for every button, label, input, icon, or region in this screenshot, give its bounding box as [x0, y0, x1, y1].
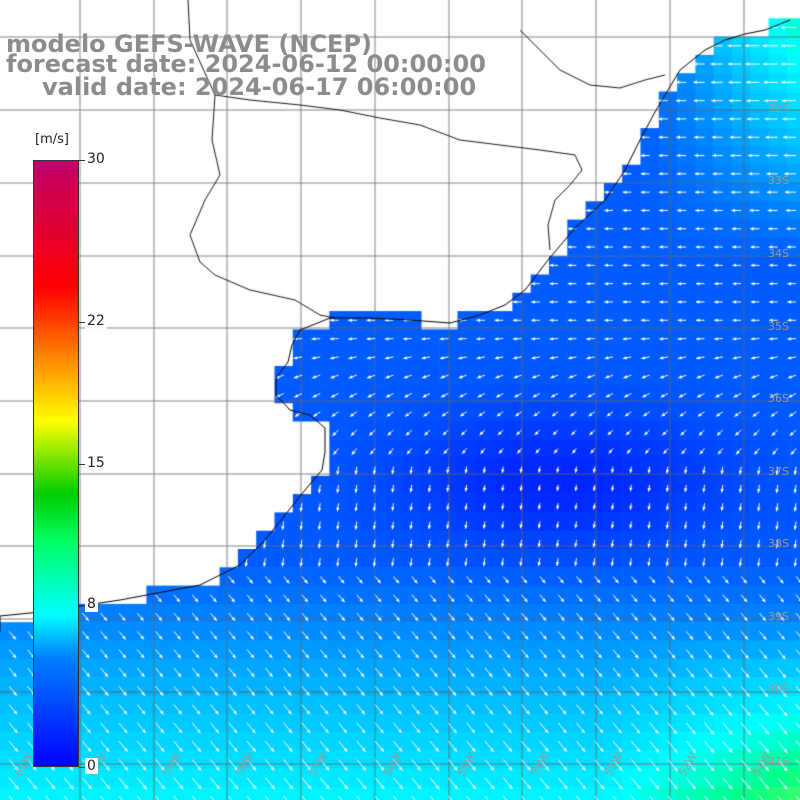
colorbar-unit: [m/s]	[33, 132, 71, 147]
latitude-label: 38S	[768, 537, 789, 550]
colorbar-tick-label: 15	[85, 454, 107, 471]
latitude-label: 39S	[768, 610, 789, 623]
colorbar-tick-label: 30	[85, 151, 107, 167]
latitude-label: 36S	[768, 392, 789, 405]
latitude-label: 35S	[768, 320, 789, 333]
latitude-label: 34S	[768, 247, 789, 260]
title-model: modelo GEFS-WAVE (NCEP)	[6, 30, 372, 58]
latitude-label: 37S	[768, 465, 789, 478]
colorbar-tickmark	[79, 463, 85, 465]
colorbar-tickmark	[79, 767, 85, 768]
colorbar	[33, 160, 79, 767]
latitude-label: 41S	[768, 755, 789, 768]
colorbar-tick-label: 8	[85, 596, 98, 613]
latitude-label: 40S	[768, 682, 789, 695]
title-valid-date: valid date: 2024-06-17 06:00:00	[42, 73, 477, 101]
colorbar-tickmark	[79, 605, 85, 607]
latitude-label: 33S	[768, 174, 789, 187]
latitude-label: 32S	[768, 102, 789, 115]
colorbar-tickmark	[79, 321, 85, 323]
title-forecast-date: forecast date: 2024-06-12 00:00:00	[6, 50, 486, 78]
colorbar-tickmark	[79, 160, 85, 161]
colorbar-tick-label: 0	[85, 758, 98, 774]
colorbar-tick-label: 22	[85, 312, 107, 329]
